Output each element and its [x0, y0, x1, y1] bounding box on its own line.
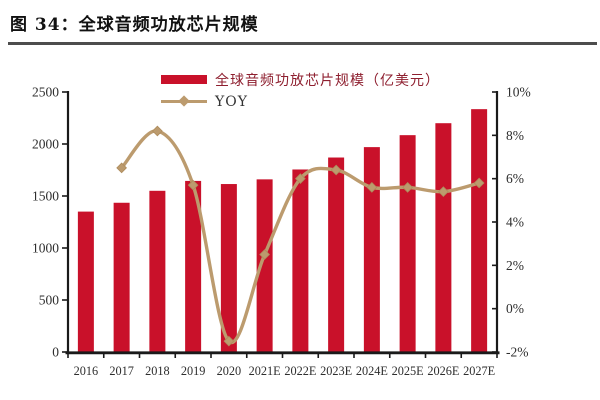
- right-axis-label: 6%: [506, 171, 524, 186]
- axes: [62, 91, 500, 358]
- yoy-marker: [152, 125, 163, 137]
- bar-2019: [185, 180, 202, 352]
- chart-legend: 全球音频功放芯片规模（亿美元） YOY: [161, 71, 440, 110]
- bar-2018: [149, 190, 166, 352]
- yoy-marker: [438, 186, 449, 198]
- x-axis-label: 2018: [145, 364, 170, 378]
- bar-2023E: [328, 157, 345, 352]
- x-axis-label: 2025E: [392, 364, 424, 378]
- bar-2026E: [435, 123, 452, 352]
- legend-item-scale: 全球音频功放芯片规模（亿美元）: [161, 71, 440, 89]
- line-legend-swatch-icon: [161, 95, 207, 107]
- left-axis-label: 2000: [32, 137, 59, 152]
- yoy-marker: [295, 173, 306, 185]
- bar-2017: [113, 202, 130, 352]
- yoy-marker: [116, 162, 127, 174]
- left-axis-label: 500: [39, 293, 60, 308]
- right-axis-label: -2%: [506, 345, 529, 360]
- x-axis-label: 2026E: [427, 364, 459, 378]
- bar-2016: [77, 211, 94, 352]
- right-axis-label: 10%: [506, 85, 531, 100]
- bar-legend-swatch-icon: [161, 75, 207, 84]
- bar-2021E: [256, 179, 273, 352]
- yoy-marker: [187, 179, 199, 191]
- x-axis-label: 2024E: [356, 364, 388, 378]
- right-axis-label: 0%: [506, 301, 524, 316]
- left-axis-label: 1500: [32, 189, 59, 204]
- x-axis-label: 2027E: [463, 364, 495, 378]
- yoy-marker: [259, 249, 270, 260]
- bar-2025E: [399, 135, 416, 352]
- yoy-marker: [330, 164, 342, 176]
- bar-2020: [220, 184, 237, 352]
- left-axis-label: 0: [52, 345, 59, 360]
- yoy-markers: [116, 125, 485, 347]
- left-axis-label: 1000: [32, 241, 59, 256]
- x-axis-label: 2020: [217, 364, 242, 378]
- yoy-marker: [473, 177, 485, 189]
- yoy-legend-label: YOY: [215, 93, 248, 110]
- x-axis-label: 2021E: [249, 364, 281, 378]
- right-axis-label: 2%: [506, 258, 524, 273]
- x-axis-label: 2019: [181, 364, 206, 378]
- figure-title: 图 34：全球音频功放芯片规模: [10, 15, 259, 35]
- left-axis-label: 2500: [32, 85, 59, 100]
- right-axis-label: 8%: [506, 128, 524, 143]
- x-axis-label: 2022E: [284, 364, 316, 378]
- diamond-marker-icon: [178, 95, 190, 107]
- legend-item-yoy: YOY: [161, 93, 440, 110]
- title-divider: [8, 42, 597, 45]
- yoy-marker: [223, 335, 235, 347]
- yoy-marker: [366, 181, 378, 193]
- bar-2024E: [363, 147, 380, 352]
- right-axis-label: 4%: [506, 215, 524, 230]
- bar-legend-label: 全球音频功放芯片规模（亿美元）: [215, 72, 440, 89]
- x-axis-label: 2016: [74, 364, 99, 378]
- x-axis-label: 2023E: [320, 364, 352, 378]
- bar-series: [77, 109, 488, 352]
- x-axis-label: 2017: [109, 364, 134, 378]
- bar-2022E: [292, 169, 309, 352]
- yoy-marker: [402, 181, 413, 193]
- bar-2027E: [471, 109, 488, 352]
